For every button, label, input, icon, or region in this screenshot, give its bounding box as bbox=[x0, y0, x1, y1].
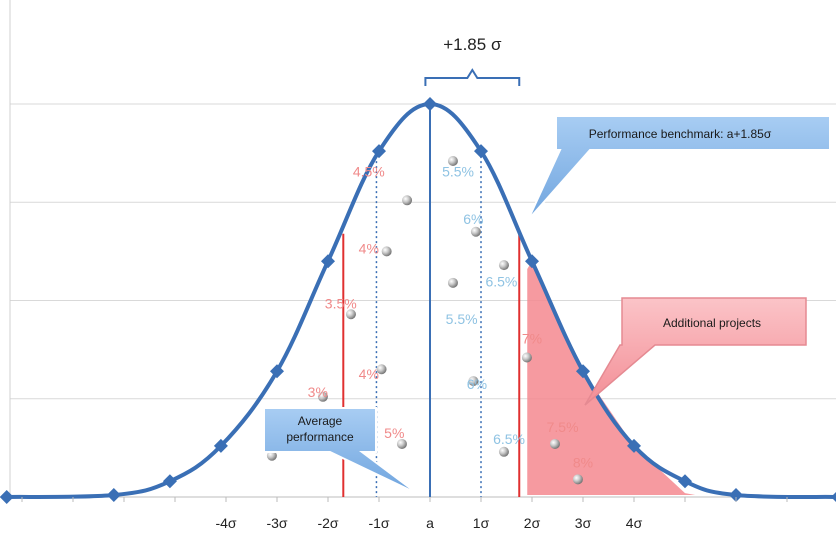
x-tick-label-3: -1σ bbox=[368, 515, 389, 531]
benchmark-callout-shape bbox=[527, 115, 831, 221]
additional-projects-callout-shape bbox=[584, 297, 807, 406]
percent-label-11: 6.5% bbox=[493, 431, 525, 447]
percent-label-6: 5.5% bbox=[442, 164, 474, 180]
percent-label-10: 6% bbox=[467, 376, 487, 392]
x-tick-label-2: -2σ bbox=[317, 515, 338, 531]
percent-label-5: 5% bbox=[384, 425, 404, 441]
curve-marker-3 bbox=[213, 438, 228, 453]
percent-label-4: 3% bbox=[308, 384, 328, 400]
percent-label-13: 7.5% bbox=[547, 419, 579, 435]
percent-label-14: 8% bbox=[573, 455, 593, 471]
project-point-15 bbox=[572, 474, 583, 485]
curve-marker-9 bbox=[525, 254, 539, 269]
curve-marker-8 bbox=[474, 144, 488, 159]
percent-label-8: 6.5% bbox=[485, 274, 517, 290]
average-performance-callout: Average performance bbox=[263, 407, 419, 495]
project-point-10 bbox=[447, 277, 458, 288]
x-axis-ticks: -4σ -3σ -2σ -1σ a 1σ 2σ 3σ 4σ bbox=[21, 497, 788, 531]
project-point-6 bbox=[266, 450, 277, 461]
project-point-13 bbox=[521, 352, 532, 363]
project-point-9 bbox=[498, 260, 509, 271]
project-points bbox=[266, 155, 583, 485]
project-point-11 bbox=[468, 376, 479, 387]
x-tick-label-0: -4σ bbox=[215, 515, 236, 531]
project-point-12 bbox=[498, 446, 509, 457]
additional-projects-callout-text: Additional projects bbox=[663, 316, 761, 330]
benchmark-callout-text: Performance benchmark: a+1.85σ bbox=[589, 127, 772, 141]
percent-label-2: 3.5% bbox=[325, 295, 357, 311]
percent-label-12: 7% bbox=[522, 331, 542, 347]
curve-marker-2 bbox=[162, 474, 177, 489]
sigma-bracket: +1.85 σ bbox=[424, 35, 521, 86]
project-point-1 bbox=[381, 246, 392, 257]
percent-label-0: 4.5% bbox=[353, 164, 385, 180]
x-tick-label-1: -3σ bbox=[266, 515, 287, 531]
project-point-0 bbox=[402, 195, 413, 206]
x-tick-label-5: 1σ bbox=[473, 515, 490, 531]
curve-marker-7 bbox=[423, 97, 437, 111]
additional-projects-area bbox=[527, 261, 696, 496]
benchmark-callout: Performance benchmark: a+1.85σ bbox=[527, 115, 831, 221]
percent-label-9: 5.5% bbox=[446, 311, 478, 327]
project-point-14 bbox=[549, 438, 560, 449]
project-point-5 bbox=[396, 438, 407, 449]
additional-projects-callout: Additional projects bbox=[584, 297, 807, 406]
curve-marker-5 bbox=[321, 254, 335, 269]
curve-marker-12 bbox=[678, 474, 692, 489]
average-performance-callout-shape bbox=[263, 407, 419, 495]
percent-labels: 4.5% 4% 3.5% 4% 3% 5% 5.5% 6% 6.5% 5.5% 6% 6.5% 7% 7.… bbox=[308, 164, 593, 471]
percent-label-3: 4% bbox=[359, 366, 379, 382]
curve-marker-13 bbox=[729, 488, 743, 503]
project-point-8 bbox=[470, 226, 481, 237]
percent-label-1: 4% bbox=[359, 240, 379, 256]
x-tick-label-8: 4σ bbox=[626, 515, 643, 531]
curve-marker-14 bbox=[831, 492, 836, 502]
curve-marker-10 bbox=[576, 364, 590, 379]
project-point-3 bbox=[376, 364, 387, 375]
curve-marker-1 bbox=[106, 488, 121, 503]
project-point-7 bbox=[447, 155, 458, 166]
curve-marker-11 bbox=[627, 438, 641, 453]
bracket-shape bbox=[424, 68, 521, 86]
x-tick-label-6: 2σ bbox=[524, 515, 541, 531]
curve-marker-4 bbox=[270, 364, 284, 379]
average-performance-callout-line1: Average bbox=[298, 414, 343, 428]
curve-marker-0 bbox=[0, 490, 14, 504]
x-tick-label-7: 3σ bbox=[575, 515, 592, 531]
bracket-label: +1.85 σ bbox=[443, 35, 502, 54]
grid-lines bbox=[9, 0, 836, 498]
curve-series bbox=[0, 97, 836, 504]
average-performance-callout-line2: performance bbox=[286, 430, 354, 444]
curve-marker-6 bbox=[372, 144, 386, 159]
percent-label-7: 6% bbox=[463, 211, 483, 227]
x-tick-label-4: a bbox=[426, 515, 434, 531]
project-point-4 bbox=[317, 391, 328, 402]
project-point-2 bbox=[345, 309, 356, 320]
shaded-region bbox=[527, 261, 696, 496]
